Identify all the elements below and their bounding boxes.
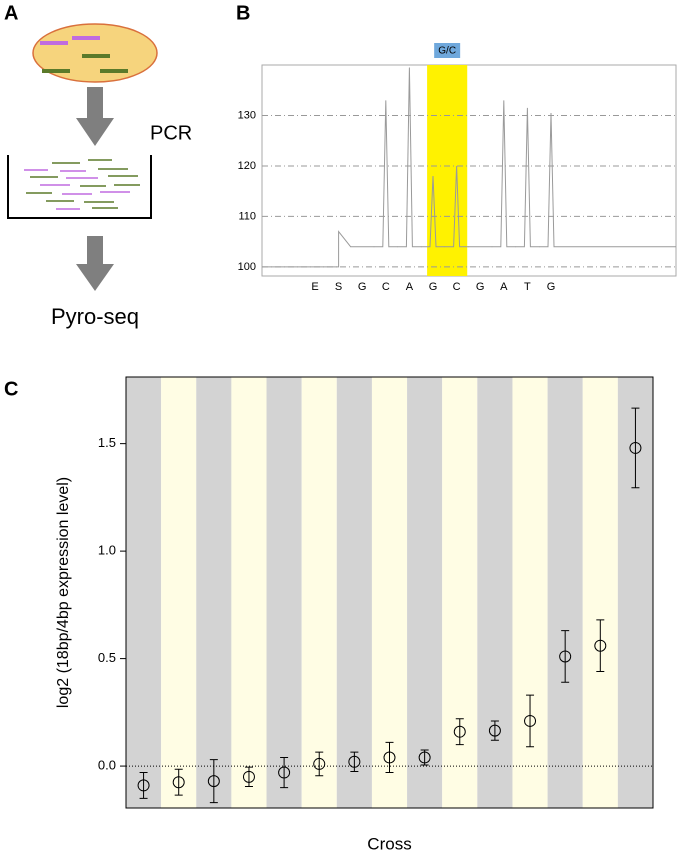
band bbox=[126, 377, 162, 808]
x-tick-label: G bbox=[429, 281, 438, 293]
error-bar bbox=[596, 619, 605, 672]
trace-peak bbox=[373, 100, 398, 248]
point bbox=[594, 639, 607, 652]
point bbox=[278, 766, 291, 779]
error-bar bbox=[350, 751, 359, 772]
x-tick-label: G bbox=[358, 281, 367, 293]
x-tick-label: S bbox=[335, 281, 342, 293]
annotation: G/C bbox=[438, 46, 456, 57]
point bbox=[383, 751, 396, 764]
trace-peak bbox=[397, 67, 422, 248]
x-tick-label: E bbox=[311, 281, 318, 293]
trace-peak bbox=[327, 230, 351, 268]
annotation-box bbox=[434, 43, 461, 58]
fragment bbox=[100, 69, 128, 73]
error-bar bbox=[455, 718, 464, 746]
fragments bbox=[24, 159, 140, 210]
x-tick-label: T bbox=[524, 281, 531, 293]
error-bar bbox=[209, 759, 218, 804]
tube bbox=[7, 155, 152, 219]
error-bar bbox=[385, 741, 394, 774]
step-label: Pyro-seq bbox=[51, 304, 139, 329]
x-tick-label: A bbox=[406, 281, 414, 293]
error-bar bbox=[526, 694, 535, 748]
fragment bbox=[40, 41, 68, 45]
band bbox=[477, 377, 513, 808]
error-bar bbox=[139, 772, 148, 799]
point bbox=[313, 757, 326, 770]
band bbox=[301, 377, 337, 808]
band bbox=[407, 377, 443, 808]
trace-peak bbox=[444, 165, 469, 248]
step-label: PCR bbox=[150, 122, 192, 144]
band bbox=[161, 377, 197, 808]
y-tick-label: 1.5 bbox=[98, 435, 116, 450]
panel-label: A bbox=[4, 2, 18, 24]
band bbox=[196, 377, 232, 808]
y-tick-label: 100 bbox=[238, 261, 256, 273]
x-tick-label: C bbox=[453, 281, 461, 293]
y-tick-label: 1.0 bbox=[98, 543, 116, 558]
trace-peak bbox=[515, 107, 540, 248]
x-axis-label: Cross bbox=[367, 834, 411, 853]
fragment bbox=[42, 69, 70, 73]
point bbox=[629, 441, 642, 454]
point bbox=[524, 714, 537, 727]
point bbox=[453, 725, 466, 738]
band bbox=[371, 377, 408, 808]
y-tick-label: 0.5 bbox=[98, 650, 116, 665]
error-bar bbox=[490, 720, 499, 741]
trace-peak bbox=[491, 100, 516, 248]
band bbox=[547, 377, 583, 808]
band bbox=[231, 377, 267, 808]
fragment bbox=[72, 36, 100, 40]
plot-frame bbox=[125, 376, 654, 809]
cell bbox=[32, 23, 158, 83]
arrow bbox=[76, 87, 114, 146]
y-tick-label: 120 bbox=[238, 160, 256, 172]
error-bar bbox=[280, 756, 289, 789]
highlight-band bbox=[427, 65, 468, 276]
x-tick-label: G bbox=[476, 281, 485, 293]
x-tick-label: A bbox=[500, 281, 508, 293]
x-tick-label: C bbox=[382, 281, 390, 293]
diagram: PCR Pyro-seq bbox=[7, 23, 192, 329]
y-axis-label: log2 (18bp/4bp expression level) bbox=[55, 477, 72, 708]
trace-peak bbox=[421, 176, 445, 248]
point bbox=[242, 770, 255, 783]
error-bar bbox=[631, 407, 640, 489]
point bbox=[418, 751, 431, 764]
point bbox=[348, 755, 361, 768]
error-bar bbox=[561, 630, 570, 683]
arrow bbox=[76, 236, 114, 291]
error-bar bbox=[174, 768, 183, 796]
point bbox=[559, 650, 572, 663]
error-bar bbox=[244, 766, 253, 788]
panel-label: C bbox=[4, 378, 18, 400]
band bbox=[266, 377, 302, 808]
trace-peak bbox=[539, 112, 676, 248]
panel-label: B bbox=[236, 2, 250, 24]
y-tick-label: 130 bbox=[238, 109, 256, 121]
y-tick-label: 110 bbox=[238, 210, 256, 222]
band bbox=[336, 377, 372, 808]
point bbox=[172, 776, 185, 789]
point bbox=[207, 775, 220, 788]
error-bar bbox=[315, 751, 324, 777]
x-tick-label: G bbox=[547, 281, 556, 293]
point bbox=[488, 724, 501, 737]
plot-frame bbox=[261, 64, 677, 277]
fragment bbox=[82, 54, 110, 58]
y-tick-label: 0.0 bbox=[98, 758, 116, 773]
point bbox=[137, 779, 150, 792]
band bbox=[582, 377, 618, 808]
